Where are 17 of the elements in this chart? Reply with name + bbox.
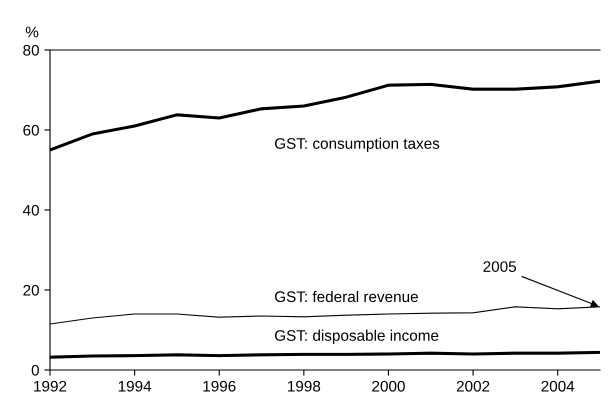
x-tick-label: 2004 bbox=[541, 380, 574, 392]
x-tick-label: 2002 bbox=[456, 380, 490, 392]
y-tick-label: 20 bbox=[23, 284, 39, 296]
series-label: GST: disposable income bbox=[275, 330, 438, 344]
y-tick-label: 40 bbox=[22, 204, 39, 216]
x-tick-label: 2000 bbox=[372, 380, 405, 392]
x-tick-label: 1992 bbox=[34, 380, 66, 392]
series-label: GST: federal revenue bbox=[275, 290, 418, 302]
y-tick-label: 60 bbox=[23, 124, 39, 136]
annotation: 2005 bbox=[483, 261, 516, 272]
x-tick-label: 1994 bbox=[118, 380, 152, 392]
y-tick-label: 0 bbox=[32, 364, 39, 376]
series-label: GST: consumption taxes bbox=[275, 138, 440, 152]
x-tick-label: 1998 bbox=[288, 380, 320, 392]
x-tick-label: 1996 bbox=[203, 380, 236, 392]
y-axis-title: % bbox=[26, 26, 38, 38]
y-tick-label: 80 bbox=[23, 44, 39, 56]
